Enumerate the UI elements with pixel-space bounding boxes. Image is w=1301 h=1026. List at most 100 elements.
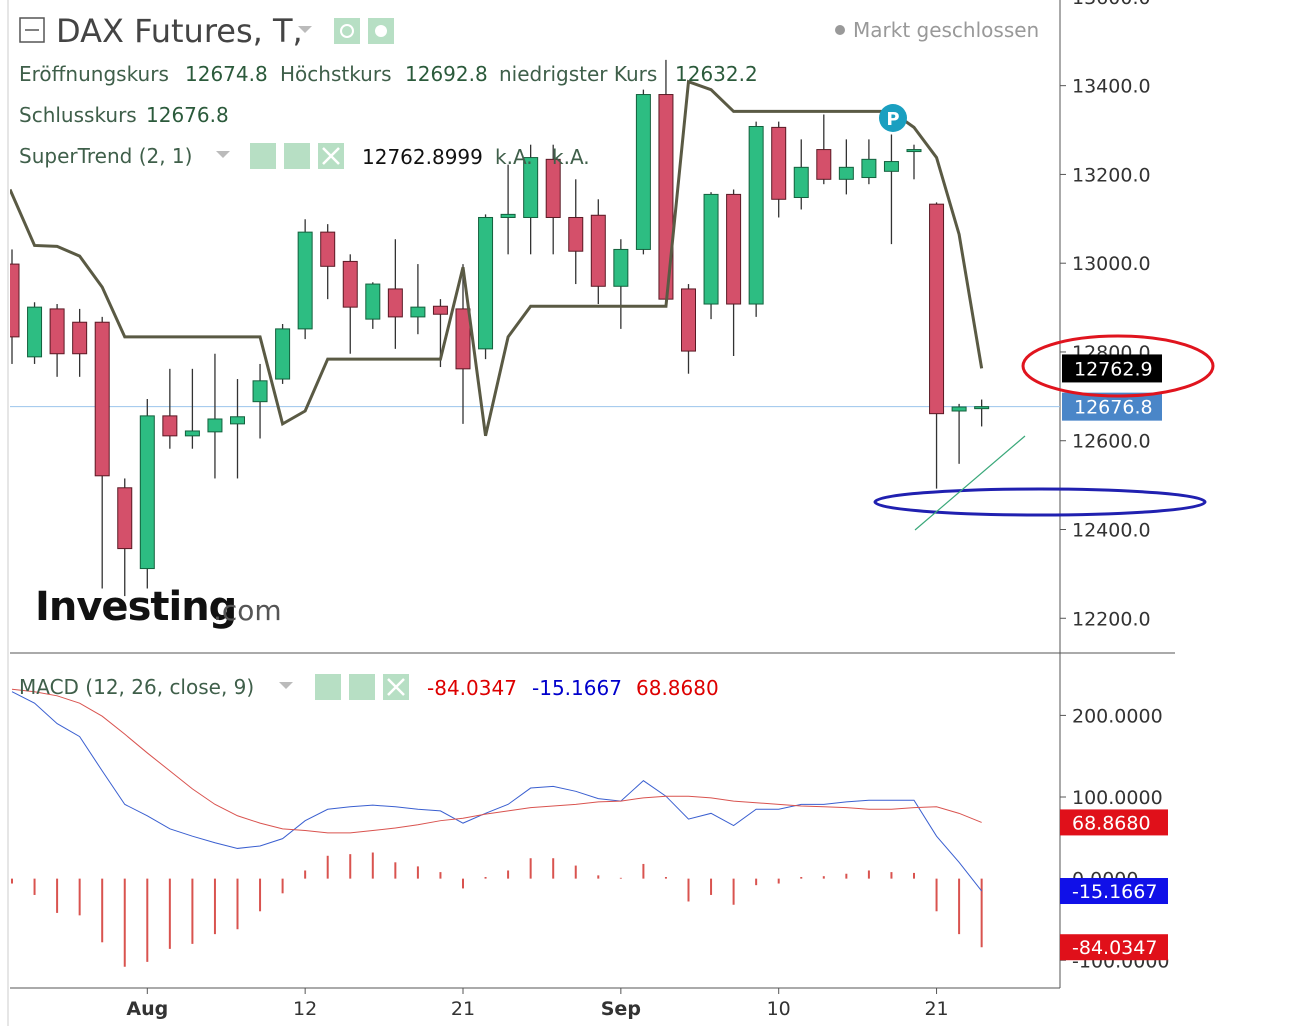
settings-icon[interactable] [284,143,310,169]
open-label: Eröffnungskurs [19,62,169,86]
candle-body [342,260,358,308]
eye-icon[interactable] [315,674,341,700]
market-status: Markt geschlossen [853,18,1039,42]
high-value: 12692.8 [405,62,488,86]
candle-body [635,94,651,250]
logo: Investing [35,584,236,630]
y-tick-label: 13000.0 [1072,253,1151,275]
macd-hist-value: -84.0347 [427,676,517,700]
candle-body [545,158,561,218]
x-tick-label: 10 [767,998,791,1020]
candle-body [838,166,854,180]
remove-glyph [322,147,340,165]
overlay: 12200.012400.012600.012800.013000.013200… [126,0,1215,1020]
close-label: Schlusskurs [19,103,137,127]
supertrend-tag-label: 12762.9 [1074,358,1153,380]
candle-body [568,216,584,252]
highlight-ellipse [873,487,1207,517]
candle-body [500,213,516,218]
macd-plot [11,688,983,967]
price-plot [10,59,1060,597]
signal-tag [1060,809,1168,836]
candle-body [726,193,742,305]
candle-body [590,214,606,287]
x-tick-label: Aug [126,998,168,1020]
low-value: 12632.2 [675,62,758,86]
highlight-ellipse [1021,334,1215,398]
candle-body [703,193,719,305]
eye-icon[interactable] [250,143,276,169]
y-tick-label: 100.0000 [1072,787,1163,809]
candle-body [230,416,245,425]
macd-line [11,691,983,892]
y-tick-label: 12400.0 [1072,520,1151,542]
x-tick-label: 21 [451,998,475,1020]
y-tick-label: 200.0000 [1072,705,1163,727]
last-price-tag-label: 12676.8 [1074,397,1153,419]
candle-body [455,308,471,370]
candle-body [771,126,787,200]
candle-body [207,418,223,433]
candle-body [410,306,426,318]
x-tick-label: Sep [601,998,641,1020]
candle-body [252,380,268,403]
settings-icon[interactable] [349,674,375,700]
candle-body [387,288,403,318]
candle-body [478,216,494,350]
dropdown[interactable] [279,682,293,689]
macd-line [11,688,982,834]
eye-glyph [340,24,354,38]
open-value: 12674.8 [185,62,268,86]
candle-body [883,161,899,172]
gear-glyph [375,25,387,37]
supertrend-tag [1062,354,1162,383]
candle-body [10,263,20,338]
x-tick-label: 21 [924,998,948,1020]
eye-icon[interactable] [334,18,360,44]
supertrend-value: 12762.8999 [362,145,483,169]
close-value: 12676.8 [146,103,229,127]
x-tick-label: 12 [293,998,317,1020]
candle-body [793,166,809,199]
dropdown[interactable] [216,151,230,158]
candle-body [681,288,696,352]
histogram-tag-label: -84.0347 [1072,937,1157,959]
y-tick-label: 13400.0 [1072,76,1151,98]
candle-body [974,406,990,410]
na-value: k.A. [495,145,533,169]
candle-body [523,157,539,218]
low-label: niedrigster Kurs [499,62,657,86]
candle-body [613,248,629,287]
histogram-tag [1060,934,1168,961]
y-tick-label: 13200.0 [1072,164,1151,186]
y-tick-label: 12600.0 [1072,431,1151,453]
high-label: Höchstkurs [280,62,392,86]
candle-body [929,203,945,415]
supertrend-line [10,79,984,437]
macd-tag-label: -15.1667 [1072,881,1157,903]
candle-body [184,430,200,437]
macd-tag [1060,878,1168,905]
dropdown[interactable] [298,26,312,33]
candle-body [432,305,448,315]
candle-body [297,231,313,330]
macd-line-value: -15.1667 [532,676,622,700]
candle-body [49,308,65,355]
candle-body [861,158,877,179]
remove-glyph [387,678,405,696]
candle-body [320,231,336,267]
candle-body [906,149,922,153]
candle-body [139,415,155,570]
na-value: k.A. [552,145,590,169]
macd-signal-value: 68.8680 [636,676,719,700]
pivot-letter: P [886,109,899,130]
trend-line [914,435,1026,531]
candle-body [951,406,967,412]
candle-body [27,306,43,358]
y-tick-label: 12200.0 [1072,608,1151,630]
collapse-icon[interactable] [19,17,45,43]
status-dot [835,25,845,35]
candle-body [816,149,832,180]
indicator-name: SuperTrend (2, 1) [19,144,192,168]
